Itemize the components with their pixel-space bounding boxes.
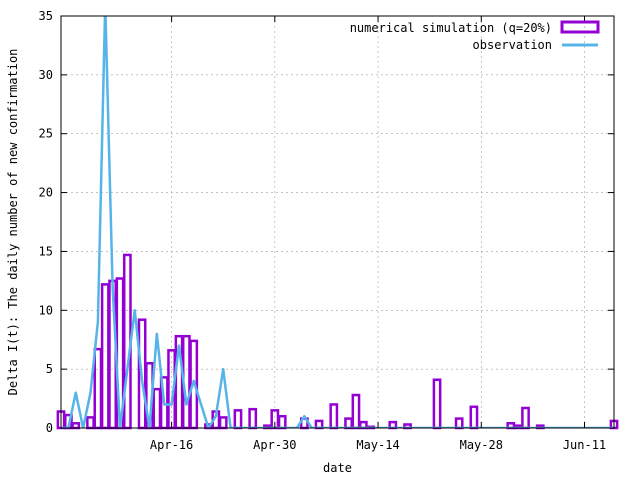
simulation-bar — [100, 283, 110, 430]
y-tick-label: 35 — [39, 9, 53, 23]
simulation-bar — [248, 407, 258, 430]
axis-ticks: 0 5 10 15 20 25 30 35 Apr-16 Apr-30 May-14 May-28 Ju… — [39, 9, 614, 452]
legend-observation-label: observation — [473, 38, 552, 52]
simulation-bar — [152, 387, 162, 430]
simulation-bar — [218, 416, 228, 430]
simulation-bar — [93, 347, 103, 430]
simulation-bar — [469, 405, 479, 430]
simulation-bar — [71, 422, 81, 430]
y-tick-label: 5 — [46, 362, 53, 376]
simulation-bar — [329, 403, 339, 430]
x-tick-label: Jun-11 — [563, 438, 606, 452]
simulation-bar — [277, 414, 287, 430]
simulation-bar — [454, 417, 464, 430]
observation-line-group — [61, 16, 614, 428]
x-tick-label: Apr-30 — [253, 438, 296, 452]
y-axis-label: Delta I(t): The daily number of new conf… — [6, 49, 20, 396]
simulation-bar — [351, 393, 361, 430]
x-tick-label: Apr-16 — [150, 438, 193, 452]
x-tick-label: May-28 — [460, 438, 503, 452]
x-tick-label: May-14 — [356, 438, 399, 452]
y-tick-label: 30 — [39, 68, 53, 82]
grid — [61, 16, 614, 428]
legend-simulation-label: numerical simulation (q=20%) — [350, 21, 552, 35]
y-tick-label: 0 — [46, 421, 53, 435]
simulation-bar — [86, 416, 95, 430]
y-tick-label: 20 — [39, 186, 53, 200]
simulation-bars — [56, 253, 619, 430]
y-tick-label: 10 — [39, 303, 53, 317]
simulation-bar — [233, 409, 243, 430]
x-axis-label: date — [323, 461, 352, 475]
observation-line — [61, 16, 614, 428]
simulation-bar — [344, 417, 353, 430]
y-tick-label: 25 — [39, 127, 53, 141]
legend-simulation-swatch — [560, 20, 600, 34]
simulation-bar — [521, 406, 530, 430]
simulation-bar — [432, 378, 442, 430]
legend: numerical simulation (q=20%) observation — [350, 20, 600, 52]
simulation-bar — [122, 253, 132, 430]
y-tick-label: 15 — [39, 244, 53, 258]
plot-frame — [60, 15, 615, 429]
